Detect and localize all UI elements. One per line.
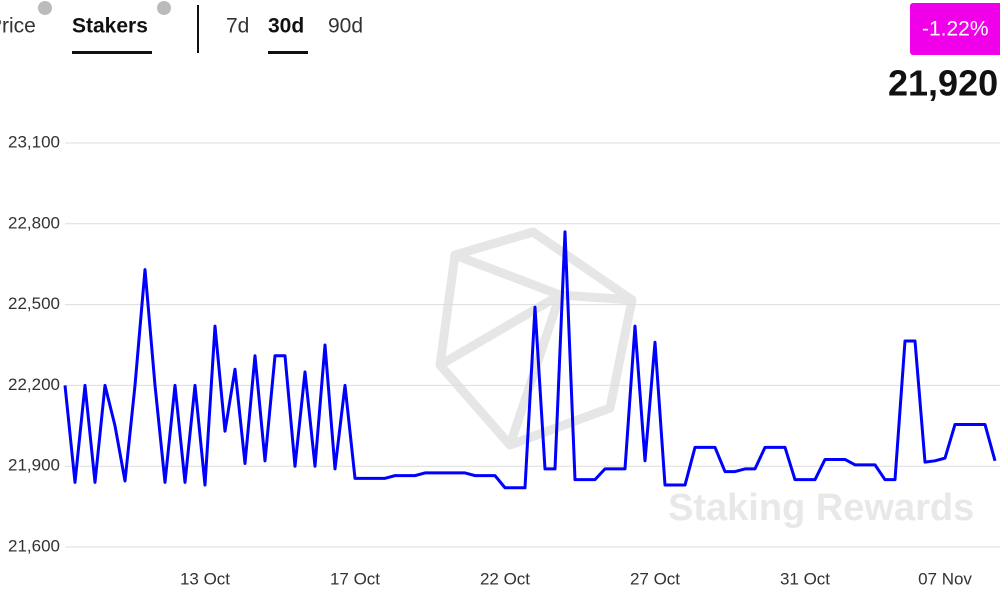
range-30d[interactable]: 30d (268, 15, 304, 38)
range-90d[interactable]: 90d (328, 15, 363, 38)
y-tick-label: 23,100 (8, 132, 60, 151)
y-tick-label: 21,900 (8, 456, 60, 475)
tab-underline (72, 51, 152, 54)
x-tick-label: 17 Oct (330, 569, 380, 588)
x-tick-label: 22 Oct (480, 569, 530, 588)
info-icon[interactable] (38, 1, 52, 15)
range-7d[interactable]: 7d (226, 15, 249, 38)
watermark-logo (435, 227, 637, 450)
x-tick-label: 27 Oct (630, 569, 680, 588)
y-tick-label: 21,600 (8, 536, 60, 555)
change-badge (910, 3, 1000, 55)
range-underline (268, 51, 308, 54)
y-tick-label: 22,200 (8, 375, 60, 394)
change-value: -1.22% (922, 18, 989, 41)
x-tick-label: 31 Oct (780, 569, 830, 588)
x-tick-label: 13 Oct (180, 569, 230, 588)
y-tick-label: 22,500 (8, 294, 60, 313)
tab-price[interactable]: Price (0, 15, 36, 38)
tab-stakers[interactable]: Stakers (72, 15, 148, 38)
divider (197, 5, 199, 53)
line-series (63, 230, 997, 490)
current-value: 21,920 (888, 63, 998, 104)
x-tick-label: 07 Nov (918, 569, 972, 588)
y-tick-label: 22,800 (8, 213, 60, 232)
watermark-text: Staking Rewards (668, 487, 974, 529)
info-icon[interactable] (157, 1, 171, 15)
